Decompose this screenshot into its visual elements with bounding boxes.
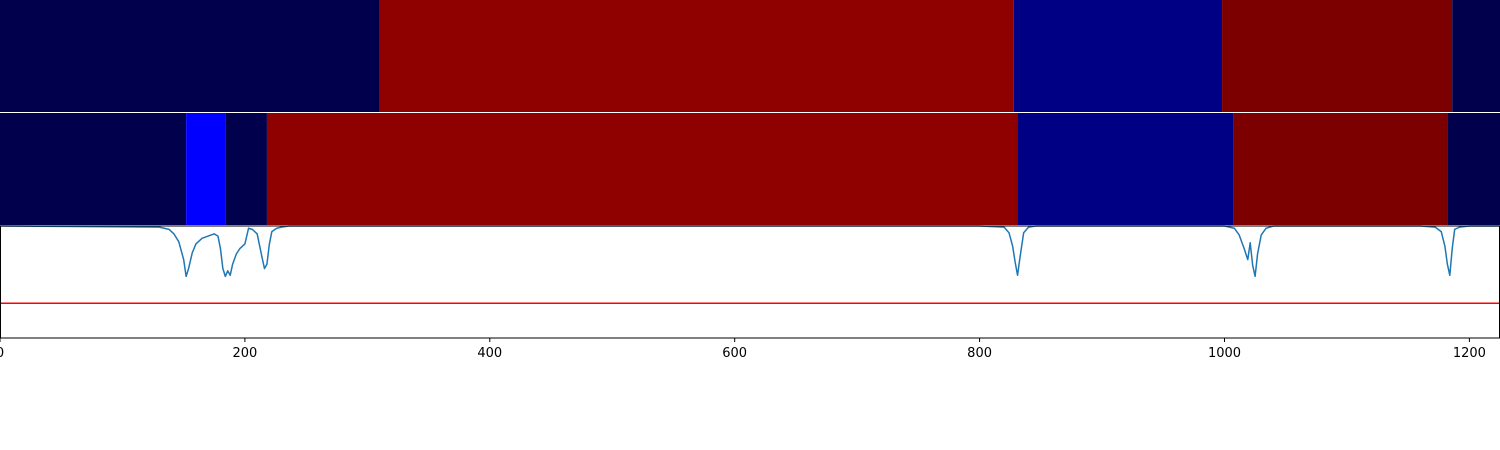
track-2-segment-5 bbox=[1017, 113, 1234, 225]
segment-track-bottom bbox=[0, 113, 1500, 225]
probability-line-panel bbox=[0, 225, 1500, 339]
x-axis: 0 200 400 600 800 1000 1200 bbox=[0, 338, 1486, 361]
line-panel-background bbox=[0, 226, 1500, 338]
track-2-segment-4 bbox=[266, 113, 1018, 225]
track-2-segment-7 bbox=[1447, 113, 1500, 225]
segment-track-top bbox=[0, 0, 1500, 112]
x-tick-label: 800 bbox=[967, 346, 992, 361]
x-tick-label: 200 bbox=[232, 346, 257, 361]
track-1-segment-3 bbox=[1013, 0, 1223, 112]
track-2-segment-1 bbox=[0, 113, 187, 225]
x-tick-label: 1000 bbox=[1208, 346, 1241, 361]
track-1-segment-2 bbox=[379, 0, 1014, 112]
track-2-segment-2 bbox=[186, 113, 226, 225]
x-tick-label: 600 bbox=[722, 346, 747, 361]
track-1-segment-1 bbox=[0, 0, 380, 112]
track-2-segment-6 bbox=[1233, 113, 1448, 225]
x-tick-label: 0 bbox=[0, 346, 4, 361]
x-tick-label: 400 bbox=[477, 346, 502, 361]
track-2-segment-3 bbox=[225, 113, 267, 225]
track-1-segment-5 bbox=[1452, 0, 1500, 112]
track-1-segment-4 bbox=[1222, 0, 1453, 112]
x-tick-label: 1200 bbox=[1453, 346, 1486, 361]
